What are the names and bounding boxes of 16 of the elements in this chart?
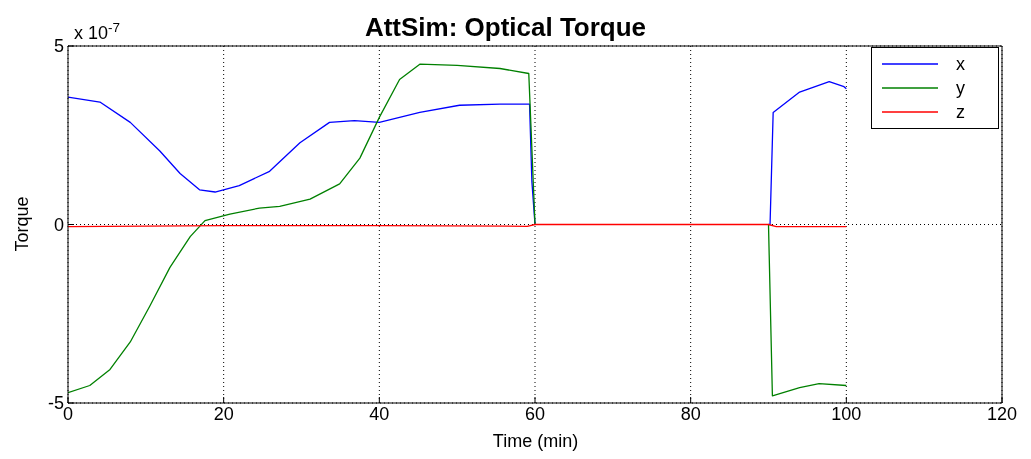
y-tick-label: 5 [53,36,64,57]
text: x 10$^{-7}$ [74,19,121,43]
y-tick-label: 0 [53,214,64,235]
y-tick-label: -5 [47,393,64,414]
x-axis-title: Time (min) [492,431,579,451]
legend-label: x [956,53,965,76]
x-tick-label: 80 [680,403,701,424]
x-tick-label: 60 [524,403,546,424]
legend-label: z [956,101,965,124]
legend-label: y [956,77,965,100]
x-tick-label: 40 [369,403,390,424]
chart-title: AttSim: Optical Torque [364,12,647,42]
y-axis-title: Torque [12,196,32,252]
x-tick-label: 20 [213,403,234,424]
x-tick-label: 120 [986,403,1018,424]
x-tick-label: 100 [831,403,862,424]
